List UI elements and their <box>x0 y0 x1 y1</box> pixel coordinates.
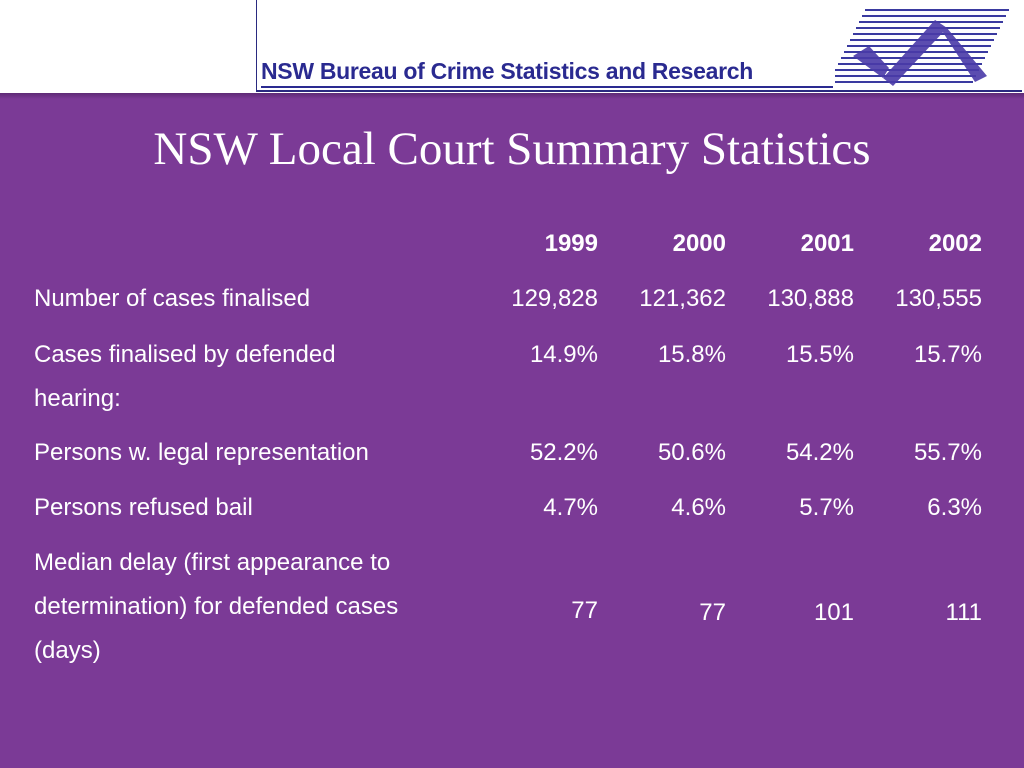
table-cell: 121,362 <box>639 285 726 312</box>
checkmark-stripes-logo-icon <box>835 9 1009 86</box>
column-header-2002: 2002 <box>928 230 982 257</box>
org-logo-banner: NSW Bureau of Crime Statistics and Resea… <box>256 0 1022 92</box>
table-cell: 6.3% <box>927 494 982 521</box>
row-label: Number of cases finalised <box>34 285 311 312</box>
table-cell: 5.7% <box>799 494 854 521</box>
org-underline <box>261 86 833 88</box>
row-label: Persons w. legal representation <box>34 439 369 466</box>
table-cell: 77 <box>699 599 726 626</box>
column-header-1999: 1999 <box>544 230 598 257</box>
table-cell: 15.7% <box>913 341 982 368</box>
table-cell: 77 <box>571 597 598 624</box>
column-header-2000: 2000 <box>672 230 726 257</box>
table-cell: 14.9% <box>529 341 598 368</box>
row-label: Persons refused bail <box>34 494 253 521</box>
table-cell: 15.5% <box>785 341 854 368</box>
table-cell: 4.6% <box>671 494 726 521</box>
row-label: Cases finalised by defended hearing: <box>34 341 336 412</box>
table-cell: 15.8% <box>657 341 726 368</box>
header-shadow <box>0 93 1024 99</box>
table-cell: 55.7% <box>913 439 982 466</box>
table-cell: 111 <box>945 599 982 626</box>
table-cell: 129,828 <box>511 285 598 312</box>
table-cell: 130,555 <box>895 285 982 312</box>
row-label: Median delay (first appearance to determ… <box>34 549 399 664</box>
table-cell: 50.6% <box>657 439 726 466</box>
column-header-2001: 2001 <box>800 230 854 257</box>
table-cell: 101 <box>813 599 854 626</box>
table-cell: 4.7% <box>543 494 598 521</box>
org-name: NSW Bureau of Crime Statistics and Resea… <box>261 58 753 84</box>
table-cell: 130,888 <box>767 285 854 312</box>
table-cell: 52.2% <box>529 439 598 466</box>
table-cell: 54.2% <box>785 439 854 466</box>
page-title: NSW Local Court Summary Statistics <box>153 123 871 175</box>
